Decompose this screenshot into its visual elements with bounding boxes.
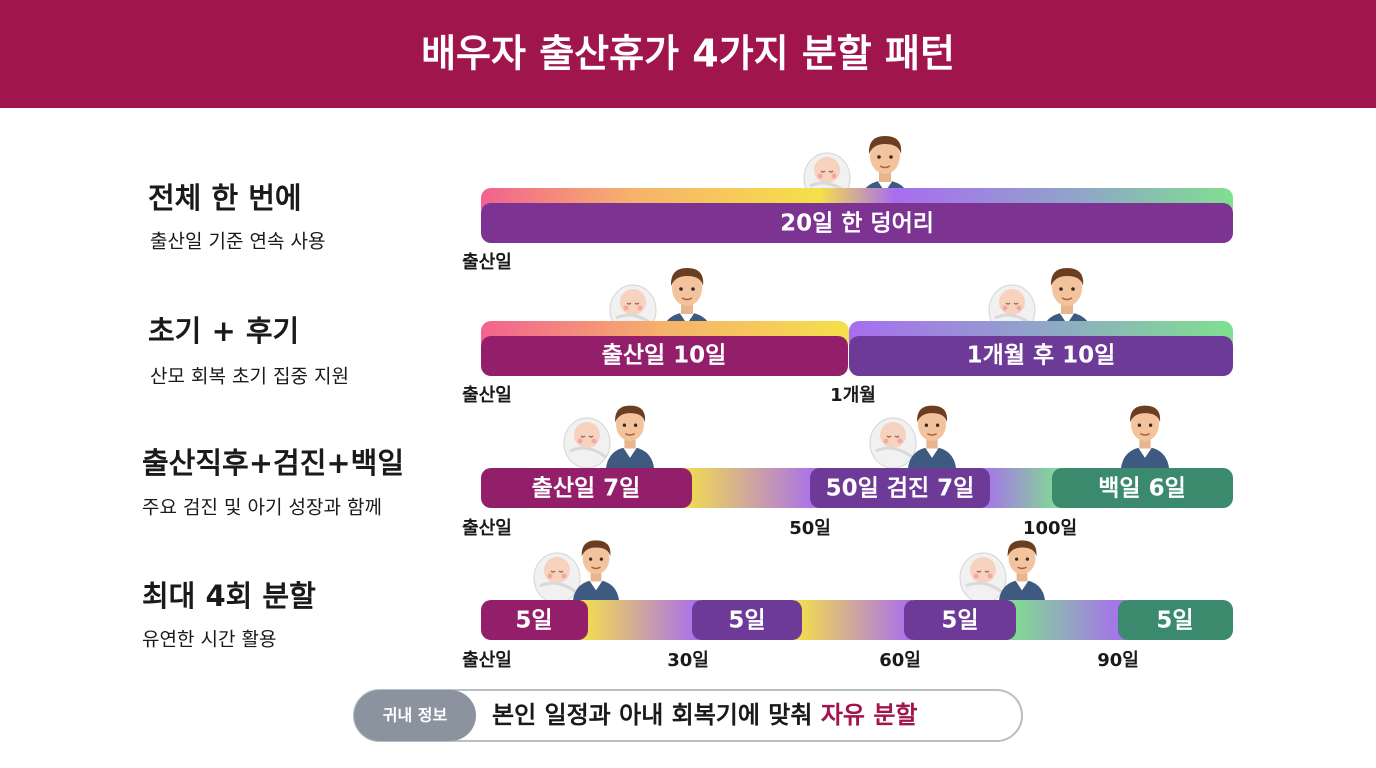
- footer-text: 본인 일정과 아내 회복기에 맞춰 자유 분할: [492, 701, 918, 729]
- segment-label: 백일 6일: [1098, 476, 1186, 502]
- marker-label: 출산일: [462, 518, 512, 539]
- marker-label: 1개월: [830, 385, 876, 406]
- gap-strip: [795, 600, 912, 640]
- footer-badge-text: 귀내 정보: [383, 706, 448, 725]
- segment: [481, 203, 1233, 243]
- segment: [810, 468, 990, 508]
- page-title: 배우자 출산휴가 4가지 분할 패턴: [421, 32, 955, 76]
- segment-label: 5일: [941, 608, 978, 634]
- segment: [481, 468, 692, 508]
- marker-label: 90일: [1097, 650, 1139, 671]
- segment: [692, 600, 802, 640]
- gap-strip: [1008, 600, 1126, 640]
- row-subtitle: 유연한 시간 활용: [142, 629, 276, 651]
- row-title: 출산직후+검진+백일: [142, 446, 404, 480]
- segment-label: 50일 검진 7일: [826, 476, 975, 502]
- marker-label: 출산일: [462, 252, 512, 273]
- gap-strip: [680, 468, 820, 508]
- segment-label: 5일: [1156, 608, 1193, 634]
- row-subtitle: 산모 회복 초기 집중 지원: [150, 366, 349, 388]
- segment-label: 5일: [728, 608, 765, 634]
- footer-badge: [354, 690, 476, 741]
- marker-label: 100일: [1023, 518, 1077, 539]
- header-band: [0, 0, 1376, 108]
- segment: [481, 336, 848, 376]
- row-subtitle: 주요 검진 및 아기 성장과 함께: [142, 497, 382, 519]
- gap-strip: [980, 468, 1062, 508]
- row-title: 최대 4회 분할: [142, 579, 316, 613]
- segment: [1118, 600, 1233, 640]
- segment-label: 1개월 후 10일: [967, 343, 1116, 369]
- marker-label: 출산일: [462, 650, 512, 671]
- segment: [849, 336, 1233, 376]
- segment-label: 5일: [515, 608, 552, 634]
- gap-strip: [580, 600, 700, 640]
- segment-label: 출산일 7일: [532, 476, 641, 502]
- segment: [1052, 468, 1233, 508]
- segment-label: 출산일 10일: [602, 343, 727, 369]
- footer-highlight: 자유 분할: [821, 701, 918, 729]
- row-subtitle: 출산일 기준 연속 사용: [150, 231, 325, 253]
- segment-label: 20일 한 덩어리: [780, 211, 934, 237]
- footer-main: 본인 일정과 아내 회복기에 맞춰: [492, 701, 812, 729]
- segment: [904, 600, 1016, 640]
- segment: [481, 600, 588, 640]
- row-title: 초기 + 후기: [148, 314, 299, 348]
- marker-label: 30일: [667, 650, 709, 671]
- marker-label: 50일: [789, 518, 831, 539]
- marker-label: 60일: [879, 650, 921, 671]
- marker-label: 출산일: [462, 385, 512, 406]
- row-title: 전체 한 번에: [148, 181, 302, 215]
